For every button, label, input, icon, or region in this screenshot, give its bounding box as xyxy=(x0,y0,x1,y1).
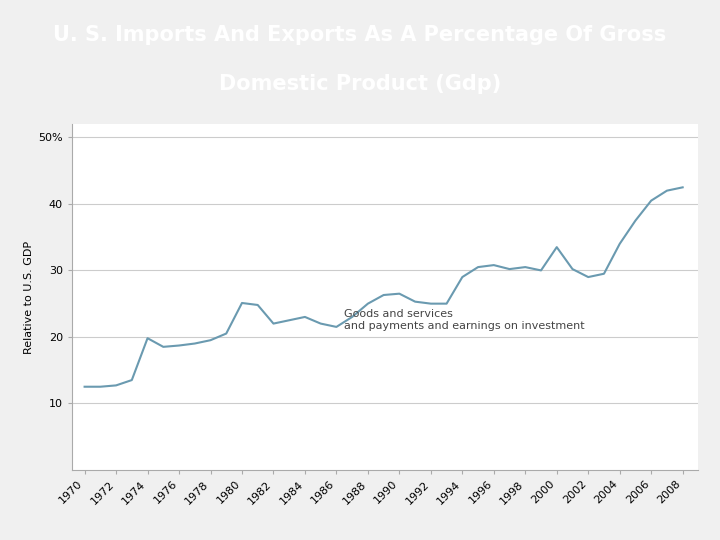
Text: Goods and services
and payments and earnings on investment: Goods and services and payments and earn… xyxy=(344,309,585,331)
Y-axis label: Relative to U.S. GDP: Relative to U.S. GDP xyxy=(24,240,34,354)
Text: U. S. Imports And Exports As A Percentage Of Gross: U. S. Imports And Exports As A Percentag… xyxy=(53,24,667,45)
Text: Domestic Product (Gdp): Domestic Product (Gdp) xyxy=(219,74,501,94)
